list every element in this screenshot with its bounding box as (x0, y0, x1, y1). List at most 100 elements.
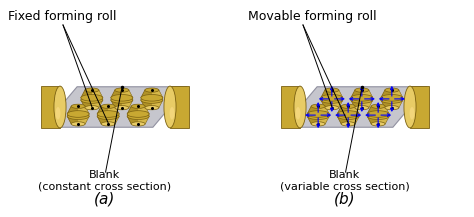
Ellipse shape (337, 111, 359, 117)
Polygon shape (111, 100, 133, 108)
Polygon shape (122, 90, 133, 98)
Polygon shape (307, 106, 329, 114)
Polygon shape (307, 106, 318, 114)
Ellipse shape (145, 106, 159, 110)
Polygon shape (152, 100, 163, 108)
Text: Fixed forming roll: Fixed forming roll (8, 10, 117, 23)
Polygon shape (332, 100, 343, 108)
Polygon shape (81, 90, 92, 98)
Ellipse shape (371, 122, 385, 126)
Ellipse shape (67, 111, 89, 117)
Ellipse shape (341, 122, 355, 126)
Ellipse shape (381, 94, 403, 101)
Polygon shape (97, 106, 119, 114)
Ellipse shape (351, 94, 373, 101)
Polygon shape (108, 106, 119, 114)
Ellipse shape (141, 94, 163, 101)
Polygon shape (283, 87, 427, 127)
Polygon shape (351, 90, 362, 98)
Polygon shape (351, 100, 362, 108)
Polygon shape (111, 90, 122, 98)
Polygon shape (337, 106, 348, 114)
Polygon shape (111, 90, 133, 98)
Polygon shape (92, 90, 103, 98)
Polygon shape (111, 100, 122, 108)
Polygon shape (381, 90, 392, 98)
Polygon shape (381, 100, 403, 108)
Polygon shape (97, 116, 108, 124)
Ellipse shape (371, 104, 385, 108)
Ellipse shape (55, 107, 60, 120)
Polygon shape (362, 100, 373, 108)
Polygon shape (138, 106, 149, 114)
Polygon shape (67, 106, 89, 114)
Polygon shape (127, 116, 138, 124)
Polygon shape (337, 116, 359, 124)
Polygon shape (318, 106, 329, 114)
Ellipse shape (71, 104, 85, 108)
Ellipse shape (131, 104, 145, 108)
Ellipse shape (321, 97, 343, 103)
Ellipse shape (381, 97, 403, 103)
Ellipse shape (367, 111, 389, 117)
Ellipse shape (115, 88, 129, 92)
Polygon shape (351, 100, 373, 108)
Ellipse shape (325, 106, 339, 110)
Ellipse shape (97, 111, 119, 117)
Polygon shape (381, 100, 392, 108)
Ellipse shape (311, 104, 325, 108)
Polygon shape (410, 86, 428, 128)
Polygon shape (141, 100, 163, 108)
Polygon shape (348, 116, 359, 124)
Ellipse shape (131, 122, 145, 126)
Ellipse shape (115, 106, 129, 110)
Polygon shape (321, 90, 332, 98)
Ellipse shape (101, 122, 115, 126)
Ellipse shape (385, 106, 399, 110)
Text: Blank
(constant cross section): Blank (constant cross section) (38, 170, 172, 192)
Polygon shape (381, 90, 403, 98)
Polygon shape (321, 100, 343, 108)
Polygon shape (97, 106, 108, 114)
Polygon shape (337, 116, 348, 124)
Ellipse shape (127, 111, 149, 117)
Polygon shape (367, 116, 389, 124)
Polygon shape (67, 106, 78, 114)
Polygon shape (337, 106, 359, 114)
Text: (b): (b) (334, 192, 356, 207)
Polygon shape (332, 90, 343, 98)
Polygon shape (81, 90, 103, 98)
Polygon shape (43, 87, 187, 127)
Polygon shape (141, 90, 163, 98)
Ellipse shape (81, 94, 103, 101)
Polygon shape (378, 116, 389, 124)
Ellipse shape (311, 122, 325, 126)
Ellipse shape (410, 107, 414, 120)
Polygon shape (367, 116, 378, 124)
Ellipse shape (101, 104, 115, 108)
Ellipse shape (385, 88, 399, 92)
Ellipse shape (85, 88, 99, 92)
Ellipse shape (355, 88, 369, 92)
Polygon shape (351, 90, 373, 98)
Text: Movable forming roll: Movable forming roll (248, 10, 377, 23)
Ellipse shape (307, 111, 329, 117)
Ellipse shape (111, 97, 133, 103)
Ellipse shape (351, 97, 373, 103)
Polygon shape (81, 100, 92, 108)
Ellipse shape (170, 107, 174, 120)
Ellipse shape (54, 86, 66, 128)
Ellipse shape (355, 106, 369, 110)
Polygon shape (152, 90, 163, 98)
Polygon shape (127, 116, 149, 124)
Ellipse shape (404, 86, 416, 128)
Polygon shape (141, 90, 152, 98)
Ellipse shape (71, 122, 85, 126)
Ellipse shape (296, 107, 301, 120)
Polygon shape (281, 86, 300, 128)
Polygon shape (392, 90, 403, 98)
Ellipse shape (85, 106, 99, 110)
Ellipse shape (294, 86, 306, 128)
Polygon shape (141, 100, 152, 108)
Polygon shape (362, 90, 373, 98)
